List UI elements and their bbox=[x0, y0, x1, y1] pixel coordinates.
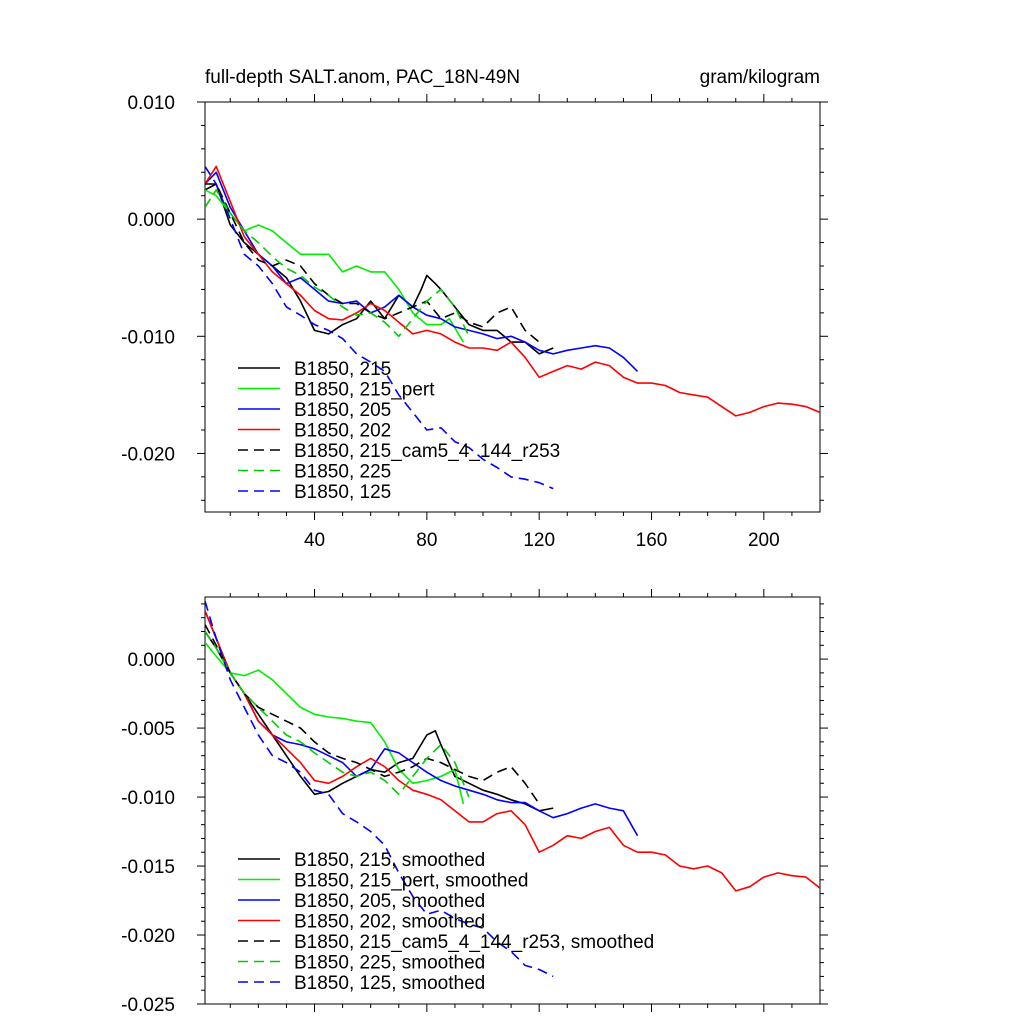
series-line-1 bbox=[205, 631, 554, 812]
series-line-6 bbox=[205, 189, 470, 338]
series-line-4 bbox=[205, 165, 820, 417]
y-tick-label: -0.005 bbox=[121, 719, 175, 740]
y-tick-label: -0.020 bbox=[121, 926, 175, 947]
legend-label: B1850, 215_pert, smoothed bbox=[294, 871, 529, 892]
legend-label: B1850, 215_cam5_4_144_r253 bbox=[294, 441, 560, 462]
y-tick-label: 0.000 bbox=[127, 650, 175, 671]
legend-label: B1850, 215_pert bbox=[294, 380, 435, 401]
legend-label: B1850, 205, smoothed bbox=[294, 891, 485, 912]
series-line-6 bbox=[205, 631, 470, 798]
plot-frame bbox=[204, 596, 821, 1005]
plot-panel-2: 0.000 -0.005 -0.010 -0.015 -0.020 -0.025 B1850… bbox=[121, 589, 828, 1016]
x-tick-label: 160 bbox=[636, 530, 668, 551]
legend-label: B1850, 125, smoothed bbox=[294, 973, 485, 994]
legend-label: B1850, 215 bbox=[294, 359, 391, 380]
y-tick-label: -0.025 bbox=[121, 995, 175, 1016]
y-tick-label: -0.010 bbox=[121, 327, 175, 348]
legend-label: B1850, 202 bbox=[294, 421, 391, 442]
series-line-7 bbox=[205, 165, 554, 490]
series-line-2 bbox=[205, 641, 465, 805]
plot-panel-1: 40 80 120 160 200 0.010 0.000 -0.010 -0.020 full-… bbox=[121, 67, 828, 551]
y-tick-label: 0.010 bbox=[127, 93, 175, 114]
chart-title: full-depth SALT.anom, PAC_18N-49N bbox=[205, 67, 520, 88]
x-tick-label: 80 bbox=[416, 530, 437, 551]
legend-label: B1850, 205 bbox=[294, 400, 391, 421]
legend-label: B1850, 225 bbox=[294, 462, 391, 483]
legend-label: B1850, 125 bbox=[294, 482, 391, 503]
y-tick-label: 0.000 bbox=[127, 210, 175, 231]
series-line-5 bbox=[205, 624, 540, 805]
series-line-1 bbox=[205, 183, 554, 355]
series-line-3 bbox=[205, 610, 639, 837]
series-line-7 bbox=[205, 600, 554, 978]
legend-label: B1850, 225, smoothed bbox=[294, 953, 485, 974]
y-tick-label: -0.015 bbox=[121, 857, 175, 878]
x-tick-label: 120 bbox=[523, 530, 555, 551]
series-line-3 bbox=[205, 171, 639, 372]
legend-label: B1850, 202, smoothed bbox=[294, 912, 485, 933]
series-line-2 bbox=[205, 189, 465, 343]
y-tick-label: -0.010 bbox=[121, 788, 175, 809]
y-tick-label: -0.020 bbox=[121, 444, 175, 465]
units-label: gram/kilogram bbox=[700, 67, 820, 88]
x-tick-label: 200 bbox=[748, 530, 780, 551]
legend-label: B1850, 215_cam5_4_144_r253, smoothed bbox=[294, 932, 654, 953]
plot-frame bbox=[204, 101, 821, 513]
series-line-4 bbox=[205, 610, 820, 892]
legend-label: B1850, 215, smoothed bbox=[294, 850, 485, 871]
series-line-5 bbox=[205, 183, 540, 343]
x-tick-label: 40 bbox=[304, 530, 325, 551]
